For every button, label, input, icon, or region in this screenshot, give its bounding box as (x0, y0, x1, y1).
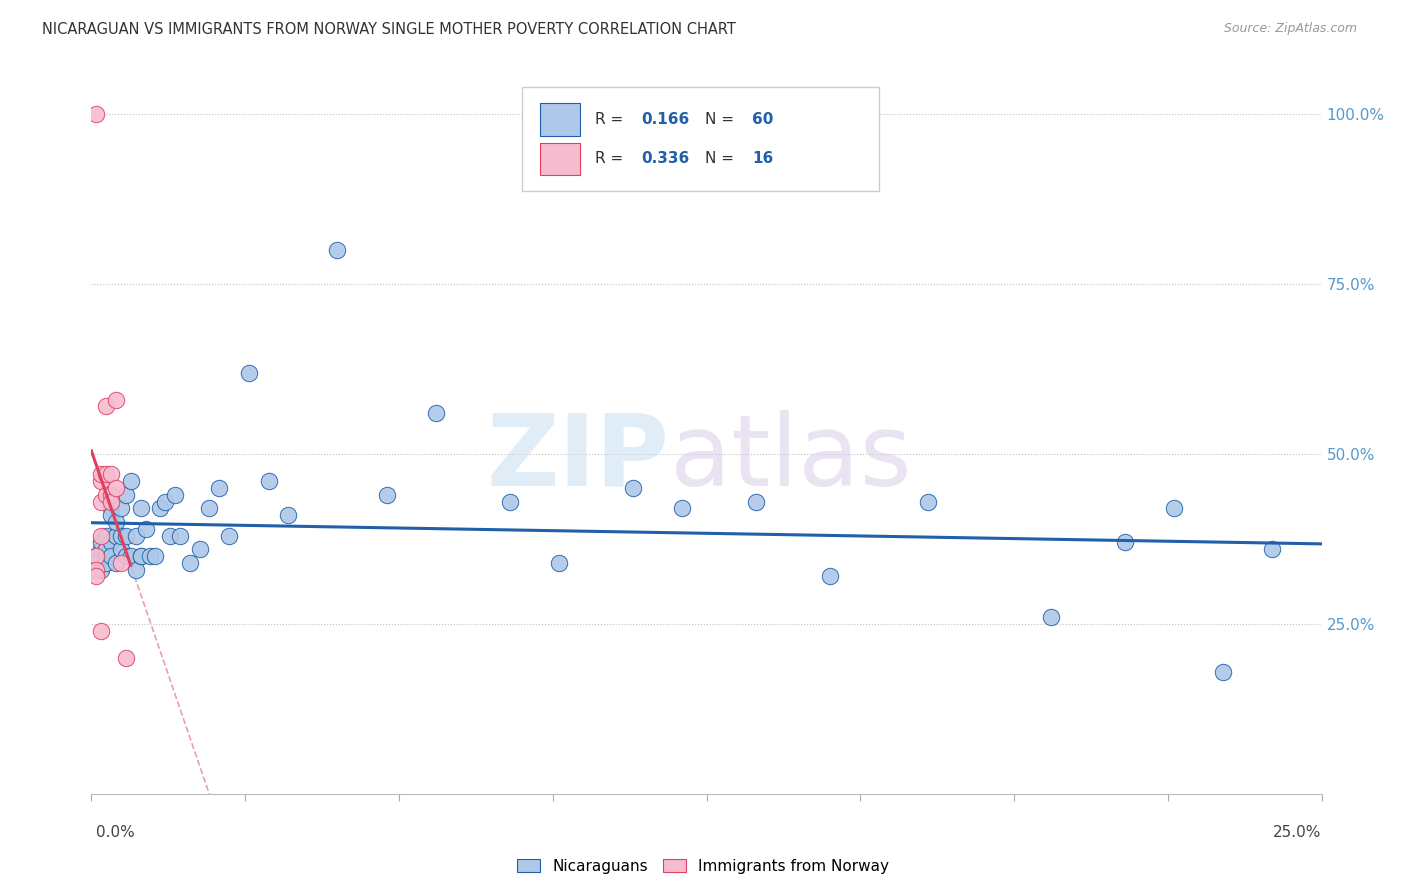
Point (257, 475, 280, 489)
Text: R =: R = (595, 152, 627, 166)
Text: NICARAGUAN VS IMMIGRANTS FROM NORWAY SINGLE MOTHER POVERTY CORRELATION CHART: NICARAGUAN VS IMMIGRANTS FROM NORWAY SIN… (42, 22, 737, 37)
Point (90, 494, 112, 508)
Point (86, 569, 108, 583)
Point (110, 556, 132, 570)
Legend: Nicaraguans, Immigrants from Norway: Nicaraguans, Immigrants from Norway (510, 853, 896, 880)
Point (100, 501, 122, 516)
Text: ZIP: ZIP (486, 410, 669, 507)
Point (86, 563, 108, 577)
Point (621, 481, 644, 495)
Text: atlas: atlas (669, 410, 911, 507)
Point (105, 392, 127, 407)
Text: 60: 60 (752, 112, 773, 127)
Point (96, 400, 117, 414)
Point (90, 475, 112, 489)
Point (100, 535, 122, 549)
Point (100, 494, 122, 508)
Point (139, 549, 162, 563)
Point (90, 467, 112, 482)
Point (218, 528, 240, 542)
Point (124, 563, 146, 577)
Point (135, 522, 156, 536)
Text: R =: R = (595, 112, 627, 127)
Text: 25.0%: 25.0% (1274, 825, 1322, 840)
FancyBboxPatch shape (540, 103, 579, 136)
Point (96, 528, 117, 542)
Point (86, 107, 108, 121)
Point (96, 542, 117, 557)
Point (198, 501, 221, 516)
Point (105, 515, 127, 529)
Point (100, 549, 122, 563)
Point (105, 556, 127, 570)
Point (96, 488, 117, 502)
Point (163, 488, 186, 502)
Point (326, 243, 349, 257)
Text: 16: 16 (752, 152, 773, 166)
FancyBboxPatch shape (522, 87, 879, 191)
Point (86, 556, 108, 570)
Point (96, 549, 117, 563)
Point (90, 624, 112, 638)
Point (90, 563, 112, 577)
Point (86, 549, 108, 563)
Point (96, 556, 117, 570)
Point (100, 488, 122, 502)
Point (114, 528, 138, 542)
Point (90, 542, 112, 557)
Point (100, 467, 122, 482)
Point (114, 651, 138, 665)
Point (238, 366, 260, 380)
Point (159, 528, 181, 542)
Point (86, 549, 108, 563)
Point (114, 488, 138, 502)
Point (1261, 542, 1284, 557)
Point (745, 494, 768, 508)
Point (105, 528, 127, 542)
Point (1212, 665, 1234, 679)
Point (96, 467, 117, 482)
Point (110, 501, 132, 516)
Point (145, 549, 166, 563)
Point (169, 528, 191, 542)
Point (129, 549, 152, 563)
Point (114, 549, 138, 563)
Point (277, 508, 299, 523)
Point (90, 528, 112, 542)
Point (1163, 501, 1185, 516)
Point (375, 488, 398, 502)
Point (818, 569, 841, 583)
Text: 0.166: 0.166 (641, 112, 689, 127)
Text: Source: ZipAtlas.com: Source: ZipAtlas.com (1223, 22, 1357, 36)
Point (90, 535, 112, 549)
Point (129, 549, 152, 563)
Point (149, 501, 172, 516)
Text: N =: N = (706, 152, 740, 166)
Point (120, 549, 142, 563)
Point (188, 542, 211, 557)
Text: 0.336: 0.336 (641, 152, 689, 166)
Point (153, 494, 177, 508)
Point (105, 481, 127, 495)
Point (110, 528, 132, 542)
Point (671, 501, 693, 516)
Point (498, 494, 520, 508)
Point (124, 528, 146, 542)
Point (1114, 535, 1136, 549)
Point (917, 494, 939, 508)
Point (100, 508, 122, 523)
Point (547, 556, 569, 570)
FancyBboxPatch shape (540, 143, 579, 175)
Point (110, 542, 132, 557)
Text: N =: N = (706, 112, 740, 127)
Point (208, 481, 231, 495)
Point (120, 475, 142, 489)
Point (1039, 610, 1063, 624)
Point (425, 406, 447, 420)
Point (129, 501, 152, 516)
Text: 0.0%: 0.0% (96, 825, 135, 840)
Point (179, 556, 201, 570)
